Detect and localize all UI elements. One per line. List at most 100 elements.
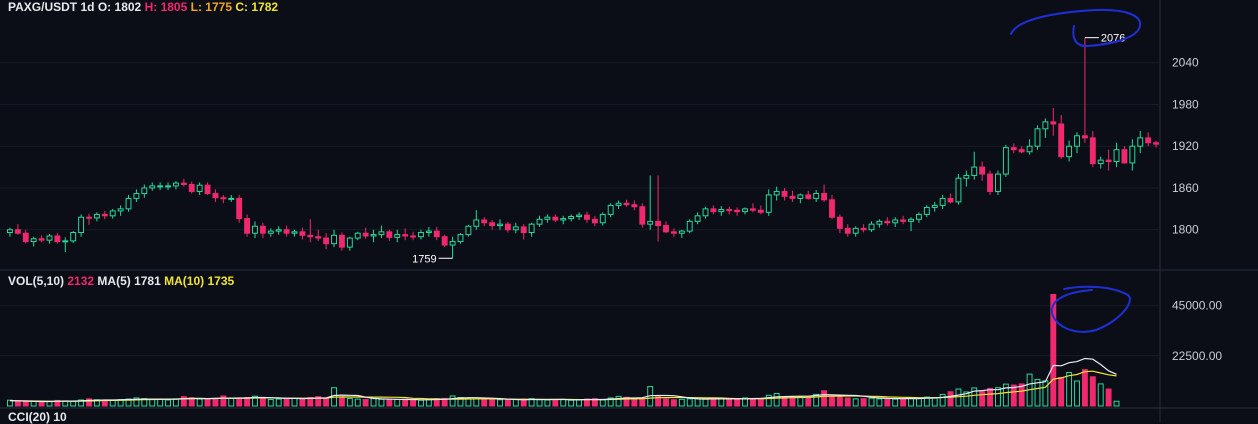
volume-bar-down[interactable] — [362, 399, 369, 407]
volume-bar-up[interactable] — [1034, 378, 1041, 407]
candle-down[interactable] — [86, 216, 92, 219]
candle-down[interactable] — [623, 202, 630, 206]
candle-down[interactable] — [1081, 135, 1088, 139]
candle-down[interactable] — [204, 184, 211, 195]
volume-bar-down[interactable] — [1105, 388, 1112, 407]
volume-bar-up[interactable] — [46, 401, 53, 407]
volume-bar-up[interactable] — [955, 388, 962, 407]
volume-bar-down[interactable] — [22, 401, 29, 407]
volume-bar-up[interactable] — [678, 398, 685, 407]
volume-bar-down[interactable] — [489, 398, 496, 407]
candle-up[interactable] — [7, 229, 13, 234]
volume-bar-down[interactable] — [504, 399, 511, 407]
candle-up[interactable] — [1097, 159, 1104, 165]
candle-down[interactable] — [283, 229, 290, 234]
volume-bar-down[interactable] — [805, 397, 812, 407]
volume-bar-up[interactable] — [694, 397, 701, 407]
volume-bar-down[interactable] — [591, 398, 598, 407]
candle-up[interactable] — [141, 187, 148, 195]
volume-bar-up[interactable] — [1042, 380, 1049, 407]
volume-bar-up[interactable] — [686, 398, 693, 407]
candle-down[interactable] — [655, 220, 662, 227]
volume-bar-down[interactable] — [623, 396, 630, 407]
volume-bar-up[interactable] — [1002, 383, 1009, 407]
volume-bar-down[interactable] — [299, 398, 306, 407]
candle-down[interactable] — [315, 236, 322, 239]
volume-bar-down[interactable] — [188, 397, 195, 407]
candle-down[interactable] — [829, 199, 835, 218]
candle-up[interactable] — [1129, 145, 1136, 164]
volume-bar-down[interactable] — [441, 397, 448, 407]
candle-down[interactable] — [259, 225, 266, 234]
candle-up[interactable] — [157, 185, 164, 188]
volume-bar-down[interactable] — [101, 400, 108, 407]
candle-up[interactable] — [576, 214, 582, 218]
volume-bar-down[interactable] — [410, 399, 417, 407]
candle-up[interactable] — [1066, 145, 1073, 158]
candle-down[interactable] — [860, 227, 867, 231]
volume-bar-down[interactable] — [1010, 384, 1017, 407]
candle-up[interactable] — [931, 204, 938, 208]
candle-down[interactable] — [631, 204, 638, 208]
candle-up[interactable] — [868, 223, 875, 231]
volume-bar-up[interactable] — [599, 399, 606, 407]
candle-down[interactable] — [844, 227, 851, 234]
candle-up[interactable] — [1026, 145, 1033, 153]
candle-down[interactable] — [836, 216, 843, 229]
candle-up[interactable] — [275, 229, 282, 232]
candle-up[interactable] — [742, 208, 748, 213]
volume-bar-down[interactable] — [631, 398, 638, 407]
candle-down[interactable] — [504, 223, 511, 231]
candle-up[interactable] — [228, 197, 235, 200]
candle-down[interactable] — [362, 232, 369, 237]
candle-up[interactable] — [331, 234, 337, 245]
candle-up[interactable] — [418, 232, 424, 238]
candle-up[interactable] — [876, 220, 883, 225]
candle-up[interactable] — [93, 213, 100, 219]
candle-down[interactable] — [726, 209, 733, 212]
volume-bar-up[interactable] — [267, 399, 274, 407]
volume-bar-up[interactable] — [536, 399, 543, 407]
volume-bar-up[interactable] — [394, 399, 401, 407]
volume-bar-down[interactable] — [821, 390, 828, 407]
candle-up[interactable] — [773, 190, 780, 196]
volume-bar-down[interactable] — [987, 387, 994, 407]
volume-bar-down[interactable] — [54, 399, 61, 407]
candle-down[interactable] — [1089, 137, 1096, 165]
volume-bar-down[interactable] — [734, 398, 741, 407]
candle-down[interactable] — [299, 231, 306, 236]
candle-down[interactable] — [1018, 149, 1025, 153]
candle-down[interactable] — [749, 208, 756, 211]
candle-down[interactable] — [402, 234, 409, 237]
candle-up[interactable] — [252, 225, 258, 234]
volume-bar-up[interactable] — [291, 397, 298, 407]
volume-bar-down[interactable] — [323, 397, 330, 407]
candle-down[interactable] — [1105, 159, 1112, 163]
volume-bar-up[interactable] — [78, 399, 85, 407]
volume-bar-up[interactable] — [497, 399, 503, 407]
candle-up[interactable] — [963, 174, 970, 179]
candle-down[interactable] — [670, 231, 677, 234]
volume-bar-down[interactable] — [710, 398, 717, 407]
candle-down[interactable] — [639, 206, 646, 225]
candle-down[interactable] — [900, 219, 907, 222]
volume-bar-up[interactable] — [931, 397, 938, 407]
candle-down[interactable] — [38, 238, 45, 241]
volume-bar-up[interactable] — [346, 397, 353, 407]
candle-up[interactable] — [165, 185, 171, 188]
candle-down[interactable] — [789, 195, 796, 199]
volume-bar-up[interactable] — [418, 399, 424, 407]
volume-bar-down[interactable] — [663, 398, 669, 407]
candle-up[interactable] — [915, 213, 922, 220]
volume-bar-up[interactable] — [512, 399, 519, 407]
volume-bar-up[interactable] — [528, 398, 535, 407]
volume-bar-down[interactable] — [402, 398, 409, 407]
candle-up[interactable] — [465, 225, 472, 236]
candle-up[interactable] — [528, 223, 535, 234]
candle-down[interactable] — [180, 182, 187, 185]
volume-bar-down[interactable] — [757, 398, 764, 407]
volume-bar-up[interactable] — [939, 393, 946, 407]
candle-up[interactable] — [536, 218, 543, 225]
candle-up[interactable] — [939, 197, 946, 206]
candle-up[interactable] — [560, 218, 567, 221]
